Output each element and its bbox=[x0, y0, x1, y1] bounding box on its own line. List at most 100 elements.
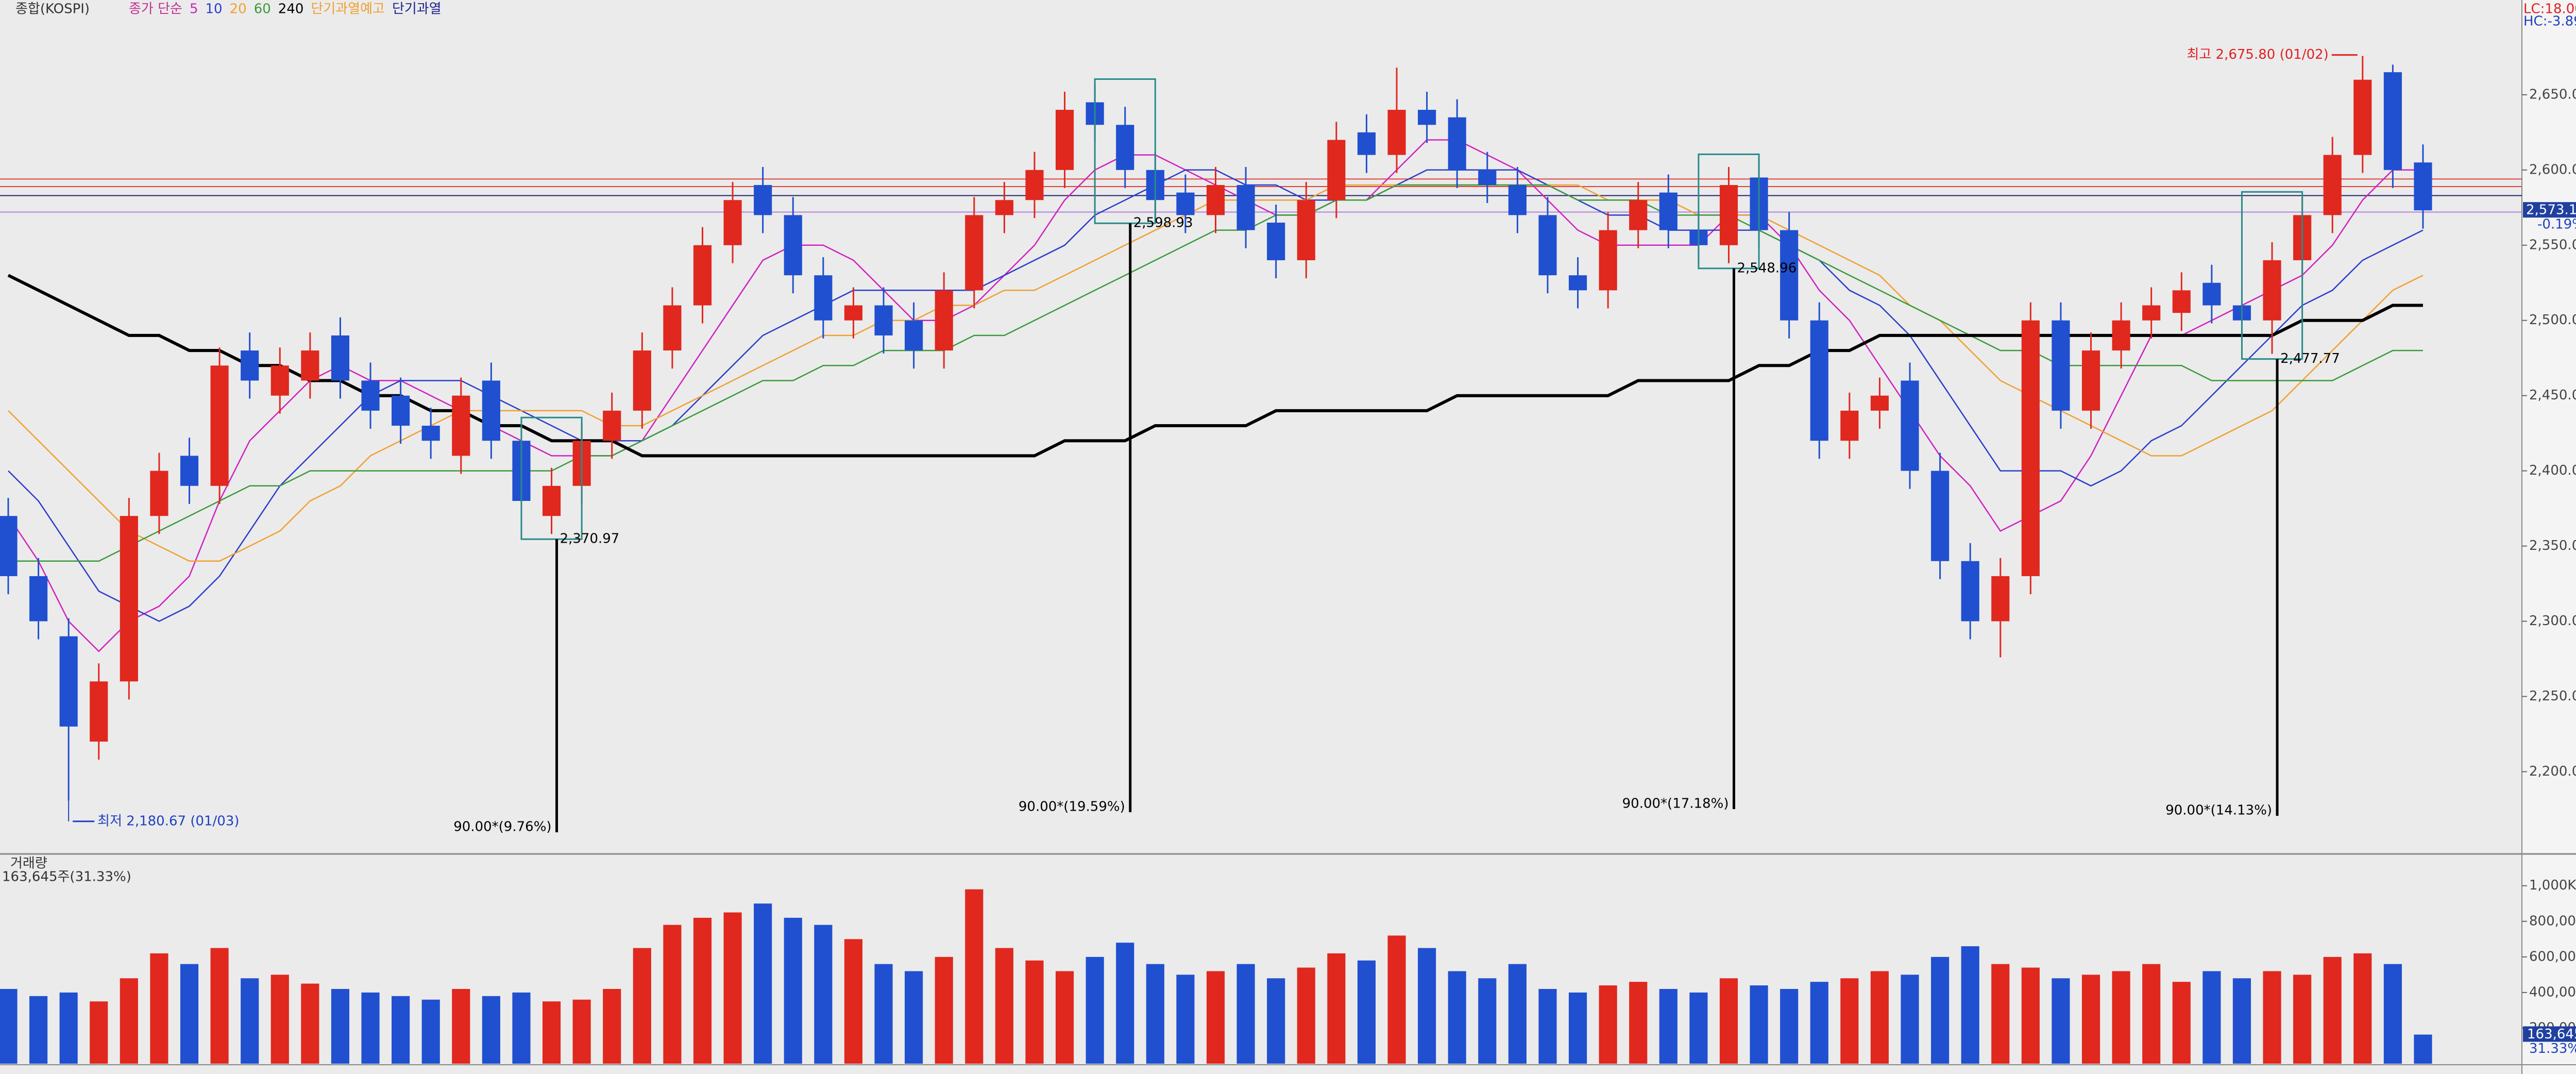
volume-bar bbox=[935, 956, 953, 1064]
candle-body bbox=[29, 576, 48, 622]
candle-body bbox=[241, 350, 259, 381]
candle-body bbox=[1991, 576, 2010, 622]
y-tick-label: 2,200.00 bbox=[2529, 764, 2576, 779]
volume-bar bbox=[844, 939, 863, 1064]
candle-body bbox=[1901, 380, 1919, 471]
volume-bar bbox=[874, 964, 893, 1064]
volume-bar bbox=[2081, 975, 2100, 1064]
signal-price: 2,548.96 bbox=[1737, 260, 1797, 276]
volume-bar bbox=[1327, 953, 1346, 1064]
volume-bar bbox=[1870, 971, 1889, 1064]
candle-body bbox=[2263, 260, 2281, 321]
signal-box bbox=[2241, 191, 2303, 360]
candle-body bbox=[995, 200, 1013, 215]
signal-box bbox=[1094, 78, 1156, 224]
candle-body bbox=[90, 681, 108, 742]
candle-body bbox=[1538, 215, 1557, 276]
volume-bar bbox=[2021, 967, 2040, 1064]
candle-body bbox=[2383, 72, 2402, 170]
hc-label: HC:-3.89 bbox=[2523, 14, 2576, 29]
volume-bar bbox=[1025, 960, 1044, 1064]
volume-bar bbox=[1991, 964, 2010, 1064]
candle-body bbox=[2021, 320, 2040, 576]
candle-body bbox=[633, 350, 651, 411]
volume-bar bbox=[1719, 978, 1738, 1064]
volume-bar bbox=[663, 925, 682, 1064]
last-volume-box bbox=[2523, 1026, 2576, 1042]
volume-bar bbox=[270, 975, 289, 1064]
legend-entry: 단기과열예고 bbox=[311, 2, 385, 17]
candle-body bbox=[1116, 125, 1134, 170]
volume-bar bbox=[1236, 964, 1255, 1064]
volume-bar bbox=[452, 988, 470, 1064]
volume-bar bbox=[0, 988, 18, 1064]
volume-bar bbox=[29, 996, 48, 1064]
last-volume-ratio: 31.33% bbox=[2529, 1041, 2576, 1056]
signal-box bbox=[520, 416, 583, 540]
volume-bar bbox=[1418, 948, 1436, 1064]
volume-bar bbox=[1387, 935, 1406, 1064]
candle-body bbox=[965, 215, 984, 291]
volume-bar bbox=[814, 925, 833, 1064]
volume-bar bbox=[1538, 988, 1557, 1064]
candle-body bbox=[2414, 162, 2432, 211]
candle-body bbox=[59, 636, 78, 727]
volume-bar bbox=[2323, 956, 2342, 1064]
volume-bar bbox=[210, 948, 229, 1064]
moving-average bbox=[7, 274, 2423, 458]
volume-bar bbox=[301, 983, 319, 1064]
candle-body bbox=[270, 365, 289, 396]
high-label: 최고 2,675.80 (01/02) bbox=[2187, 47, 2328, 62]
signal-target: 90.00*(17.18%) bbox=[1622, 796, 1729, 812]
volume-bar bbox=[2172, 982, 2191, 1064]
candle-body bbox=[1357, 132, 1376, 155]
candle-body bbox=[2142, 305, 2161, 321]
signal-target: 90.00*(19.59%) bbox=[1019, 799, 1125, 815]
volume-bar bbox=[2052, 978, 2070, 1064]
y-tick-label: 2,450.00 bbox=[2529, 388, 2576, 403]
volume-bar bbox=[995, 948, 1013, 1064]
signal-price: 2,598.93 bbox=[1133, 215, 1193, 231]
volume-bar bbox=[2202, 971, 2221, 1064]
volume-bar bbox=[2263, 971, 2281, 1064]
candle-body bbox=[1719, 185, 1738, 245]
y-tick-label: 2,350.00 bbox=[2529, 538, 2576, 553]
signal-box bbox=[1698, 153, 1760, 270]
volume-bar bbox=[1659, 988, 1677, 1064]
candle-body bbox=[663, 305, 682, 351]
indicator-label: 종가 단순 bbox=[129, 2, 182, 17]
volume-bar bbox=[1961, 946, 1979, 1064]
candle-body bbox=[1327, 140, 1346, 200]
candle-body bbox=[935, 290, 953, 351]
candle-body bbox=[1448, 117, 1466, 170]
candle-body bbox=[1508, 185, 1527, 215]
candle-body bbox=[814, 275, 833, 321]
volume-bar bbox=[1629, 982, 1648, 1064]
last-price-box bbox=[2523, 202, 2576, 218]
volume-bar bbox=[1267, 978, 1285, 1064]
last-price: 2,573.16 bbox=[2526, 203, 2576, 218]
volume-bar bbox=[2383, 964, 2402, 1064]
volume-bar bbox=[1689, 992, 1708, 1064]
lc-label: LC:18.00 bbox=[2523, 2, 2576, 17]
candle-body bbox=[1055, 110, 1074, 170]
volume-bar bbox=[1931, 956, 1950, 1064]
volume-bar bbox=[2232, 978, 2251, 1064]
volume-bar bbox=[754, 903, 772, 1064]
volume-title: 거래량 bbox=[10, 856, 47, 871]
y-tick-label: 400,000 bbox=[2529, 984, 2576, 1000]
candle-body bbox=[1267, 222, 1285, 260]
candle-body bbox=[2202, 282, 2221, 306]
volume-bar bbox=[90, 1001, 108, 1064]
volume-bar bbox=[331, 988, 350, 1064]
candle-body bbox=[1387, 110, 1406, 155]
volume-bar bbox=[965, 889, 984, 1064]
candle-body bbox=[603, 410, 621, 441]
candle-body bbox=[2172, 290, 2191, 313]
volume-bar bbox=[1750, 985, 1768, 1064]
volume-bar bbox=[150, 953, 168, 1064]
candle-body bbox=[723, 200, 742, 245]
y-tick-label: 2,550.00 bbox=[2529, 237, 2576, 253]
